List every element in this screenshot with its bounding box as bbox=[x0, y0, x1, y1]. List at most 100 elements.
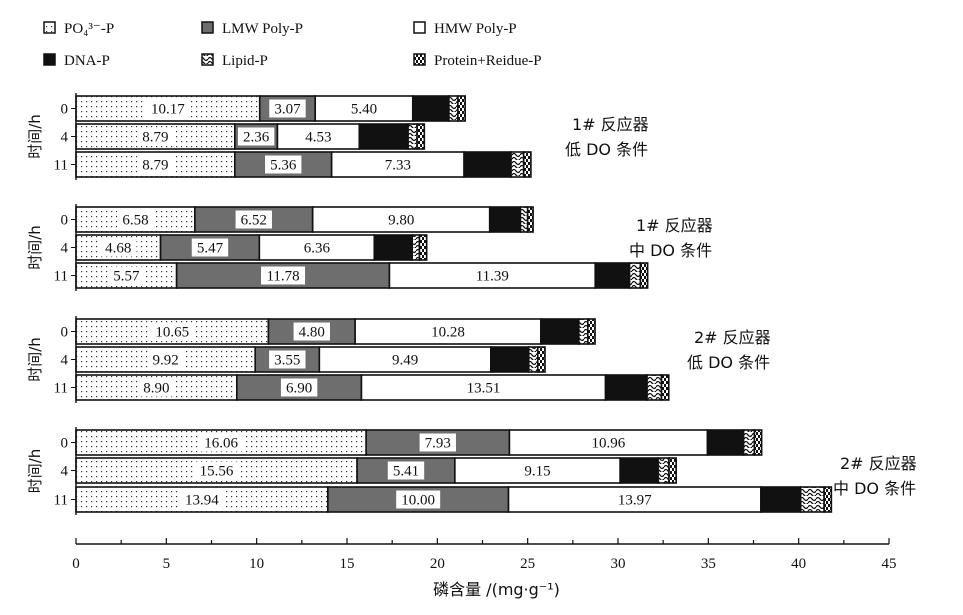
legend-label: LMW Poly-P bbox=[222, 21, 303, 37]
data-label: 9.80 bbox=[388, 213, 414, 229]
x-axis: 0 5 10 15 20 25 30 35 40 45 磷含量 /(mg·g⁻¹) bbox=[72, 538, 897, 599]
legend-label: DNA-P bbox=[64, 53, 110, 69]
bar-segment bbox=[668, 457, 677, 484]
bar-segment bbox=[619, 457, 659, 484]
data-label: 4.80 bbox=[299, 325, 325, 341]
bar-row: 4 4.68 5.47 6.36 bbox=[61, 234, 428, 261]
bar-segment bbox=[639, 262, 649, 289]
data-label: 6.52 bbox=[241, 213, 267, 229]
data-label-bg bbox=[293, 322, 330, 341]
bar-segment bbox=[358, 123, 409, 150]
bar-segment bbox=[760, 486, 802, 513]
bar-segment bbox=[448, 95, 459, 122]
bar-segment bbox=[536, 346, 546, 373]
bar-segment bbox=[411, 234, 421, 261]
bar-segment bbox=[407, 123, 418, 150]
time-tick-label: 4 bbox=[61, 241, 69, 257]
y-axis-title: 时间/h bbox=[26, 225, 44, 270]
bar-segment bbox=[416, 123, 426, 150]
data-label-bg bbox=[137, 155, 174, 174]
bar-row: 11 8.79 5.36 7.33 bbox=[54, 151, 532, 178]
data-label: 4.68 bbox=[105, 241, 131, 257]
data-label: 8.79 bbox=[142, 158, 168, 174]
data-label-bg bbox=[280, 378, 318, 397]
x-tick-label: 15 bbox=[340, 556, 355, 572]
data-label-bg bbox=[147, 350, 184, 369]
bar-row: 4 15.56 5.41 9.15 bbox=[61, 457, 677, 484]
time-tick-label: 0 bbox=[61, 325, 69, 341]
data-label: 9.15 bbox=[524, 464, 550, 480]
data-label-bg bbox=[138, 378, 175, 397]
data-label: 9.49 bbox=[392, 353, 418, 369]
chart-legend: PO₄³⁻-P LMW Poly-P HMW Poly-P DNA-P Lipid-P P… bbox=[43, 21, 542, 69]
bar-segment bbox=[457, 95, 466, 122]
y-axis-title: 时间/h bbox=[26, 114, 44, 159]
data-label: 13.97 bbox=[618, 493, 652, 509]
data-label-bg bbox=[261, 266, 306, 285]
legend-swatch bbox=[43, 53, 56, 66]
data-label: 16.06 bbox=[204, 436, 238, 452]
bar-segment bbox=[604, 374, 648, 401]
legend-swatch bbox=[43, 21, 56, 34]
bar-group: 0 10.65 4.80 10.28 4 9.92 3.55 9.49 11 8.90 6.90 13… bbox=[26, 316, 670, 403]
data-label-bg bbox=[386, 350, 424, 369]
reactor-label: 2# 反应器 bbox=[840, 454, 917, 473]
bar-segment bbox=[587, 318, 596, 345]
data-label-bg bbox=[396, 490, 441, 509]
condition-label: 中 DO 条件 bbox=[833, 479, 916, 498]
data-label-bg bbox=[470, 266, 515, 285]
data-label: 6.58 bbox=[122, 213, 148, 229]
time-tick-label: 11 bbox=[54, 381, 68, 397]
data-label: 6.36 bbox=[304, 241, 331, 257]
condition-label: 低 DO 条件 bbox=[565, 140, 648, 159]
bar-segment bbox=[657, 457, 670, 484]
data-label-bg bbox=[269, 99, 306, 118]
data-label-bg bbox=[191, 238, 229, 257]
bar-segment bbox=[753, 429, 763, 456]
x-tick-label: 35 bbox=[701, 556, 716, 572]
bar-segment bbox=[522, 151, 532, 178]
condition-label: 中 DO 条件 bbox=[629, 241, 712, 260]
bar-segment bbox=[463, 151, 512, 178]
bars-layer: 0 10.17 3.07 5.40 4 8.79 2.36 4.53 11 8.79 5.36 7.3… bbox=[26, 93, 833, 515]
legend-swatch bbox=[201, 21, 214, 34]
time-tick-label: 11 bbox=[54, 269, 68, 285]
bar-row: 11 8.90 6.90 13.51 bbox=[54, 374, 670, 401]
legend-item: PO₄³⁻-P bbox=[43, 21, 114, 37]
data-label-bg bbox=[298, 238, 336, 257]
legend-swatch bbox=[413, 21, 426, 34]
data-label: 10.17 bbox=[151, 102, 185, 118]
data-label: 5.41 bbox=[393, 464, 419, 480]
data-label-bg bbox=[461, 378, 506, 397]
data-label: 11.78 bbox=[266, 269, 299, 285]
data-label-bg bbox=[383, 210, 420, 229]
bar-segment bbox=[577, 318, 589, 345]
data-label-bg bbox=[265, 155, 302, 174]
x-tick-label: 30 bbox=[611, 556, 626, 572]
data-label: 10.00 bbox=[401, 493, 435, 509]
bar-segment bbox=[411, 95, 450, 122]
data-label-bg bbox=[379, 155, 417, 174]
reactor-label: 2# 反应器 bbox=[694, 328, 771, 347]
bar-segment bbox=[628, 262, 642, 289]
data-label: 4.53 bbox=[305, 130, 331, 146]
data-label-bg bbox=[269, 350, 306, 369]
legend-label: Lipid-P bbox=[222, 53, 268, 69]
legend-item: DNA-P bbox=[43, 53, 110, 69]
data-label: 11.39 bbox=[476, 269, 509, 285]
legend-item: HMW Poly-P bbox=[413, 21, 517, 37]
data-label: 5.57 bbox=[113, 269, 140, 285]
bar-segment bbox=[823, 486, 833, 513]
bar-group: 0 10.17 3.07 5.40 4 8.79 2.36 4.53 11 8.79 5.36 7.3… bbox=[26, 93, 532, 180]
data-label: 3.07 bbox=[274, 102, 301, 118]
bar-row: 4 8.79 2.36 4.53 bbox=[61, 123, 426, 150]
x-tick-label: 25 bbox=[520, 556, 535, 572]
data-label: 15.56 bbox=[200, 464, 234, 480]
data-label: 5.40 bbox=[351, 102, 377, 118]
bar-segment bbox=[594, 262, 631, 289]
time-tick-label: 0 bbox=[61, 436, 69, 452]
bar-segment bbox=[373, 234, 414, 261]
time-tick-label: 4 bbox=[61, 353, 69, 369]
